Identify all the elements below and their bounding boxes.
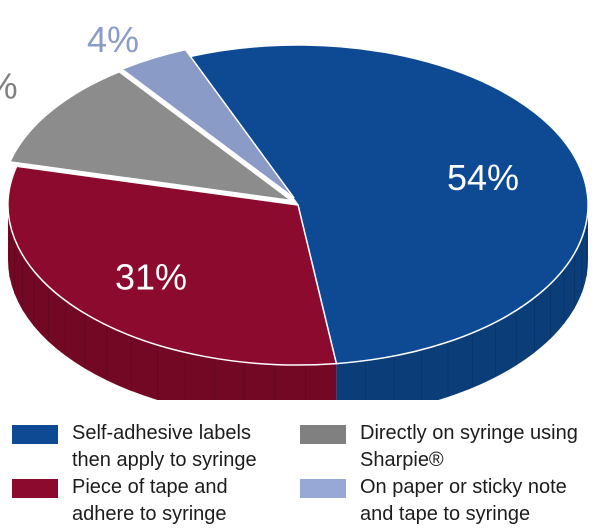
- pie-slice: [188, 44, 589, 365]
- legend-label: Directly on syringe using Sharpie®: [360, 422, 578, 471]
- legend-item-directly-sharpie: Directly on syringe using Sharpie®: [300, 420, 596, 474]
- legend-swatch: [12, 479, 58, 498]
- data-label: 11%: [0, 66, 18, 107]
- legend-swatch: [300, 425, 346, 444]
- data-label: 31%: [115, 257, 187, 298]
- legend: Self-adhesive labels then apply to syrin…: [0, 420, 596, 532]
- legend-label: On paper or sticky note and tape to syri…: [360, 476, 567, 525]
- pie-slice: [120, 48, 295, 199]
- legend-item-self-adhesive: Self-adhesive labels then apply to syrin…: [12, 420, 282, 474]
- legend-label: Piece of tape and adhere to syringe: [72, 476, 228, 525]
- pie-slice-side: [8, 205, 337, 400]
- pie-chart: 54% 31% 11% 4%: [0, 19, 589, 400]
- pie-slice: [8, 70, 295, 202]
- legend-item-piece-of-tape: Piece of tape and adhere to syringe: [12, 474, 282, 528]
- legend-item-paper-sticky-note: On paper or sticky note and tape to syri…: [300, 474, 596, 528]
- legend-swatch: [12, 425, 58, 444]
- legend-label: Self-adhesive labels then apply to syrin…: [72, 422, 257, 471]
- pie-slice-side: [336, 205, 588, 400]
- data-label: 54%: [447, 157, 519, 198]
- data-label: 4%: [87, 19, 139, 60]
- legend-swatch: [300, 479, 346, 498]
- pie-slice: [7, 165, 338, 366]
